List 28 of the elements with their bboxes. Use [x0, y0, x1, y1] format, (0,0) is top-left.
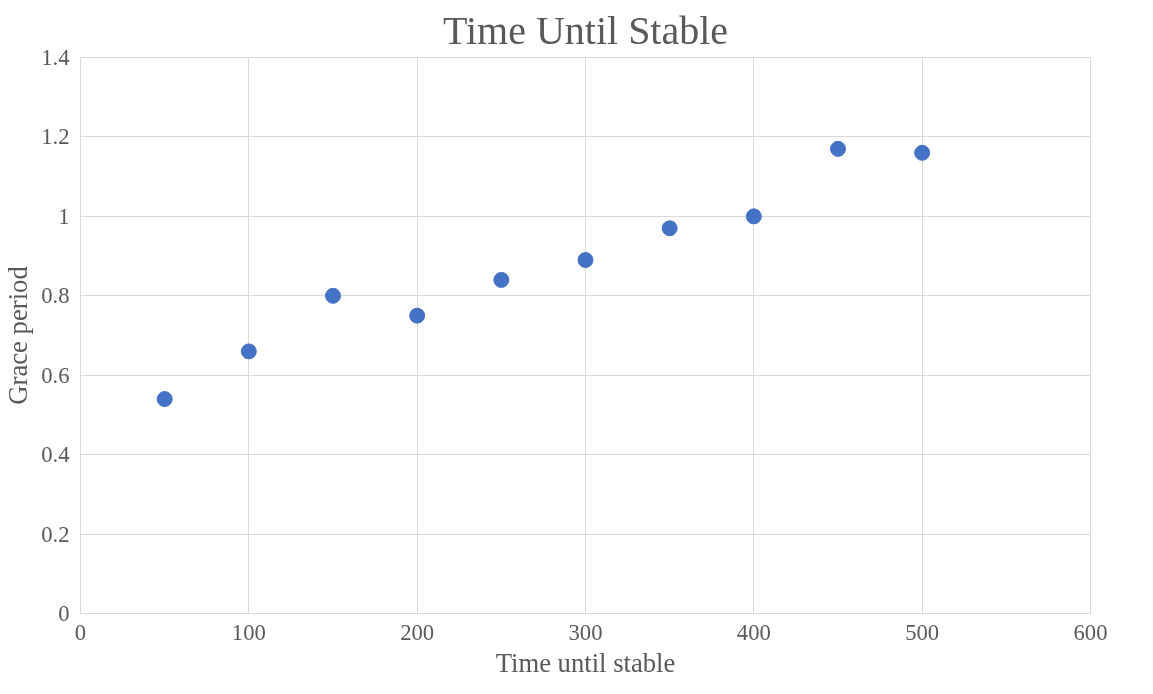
y-tick-label: 0 [58, 601, 70, 626]
x-tick-label: 500 [905, 619, 940, 645]
point [493, 271, 510, 288]
point [156, 391, 173, 408]
y-axis-title: Grace period [3, 266, 34, 405]
point [745, 208, 762, 225]
point [577, 252, 594, 269]
point [325, 287, 341, 304]
point [409, 307, 426, 324]
x-tick-label: 300 [568, 619, 603, 645]
y-tick-label: 0.6 [41, 362, 70, 388]
y-tick-label: 0.8 [41, 283, 70, 309]
y-tick-label: 1 [58, 203, 70, 229]
x-tick-label: 100 [231, 619, 266, 645]
point [240, 343, 257, 360]
point [830, 140, 846, 157]
y-tick-label: 0.4 [41, 442, 70, 468]
point [661, 220, 678, 237]
y-tick-label: 0.2 [41, 521, 70, 547]
y-tick-label: 1.4 [41, 45, 70, 70]
chart-title: Time Until Stable [442, 7, 729, 53]
x-tick-label: 600 [1073, 619, 1108, 645]
x-tick-label: 400 [736, 619, 771, 645]
y-tick-label: 1.2 [41, 124, 70, 150]
x-axis-title: Time until stable [495, 647, 676, 678]
point [914, 144, 931, 161]
x-tick-label: 200 [400, 619, 435, 645]
x-tick-label: 0 [74, 619, 87, 645]
